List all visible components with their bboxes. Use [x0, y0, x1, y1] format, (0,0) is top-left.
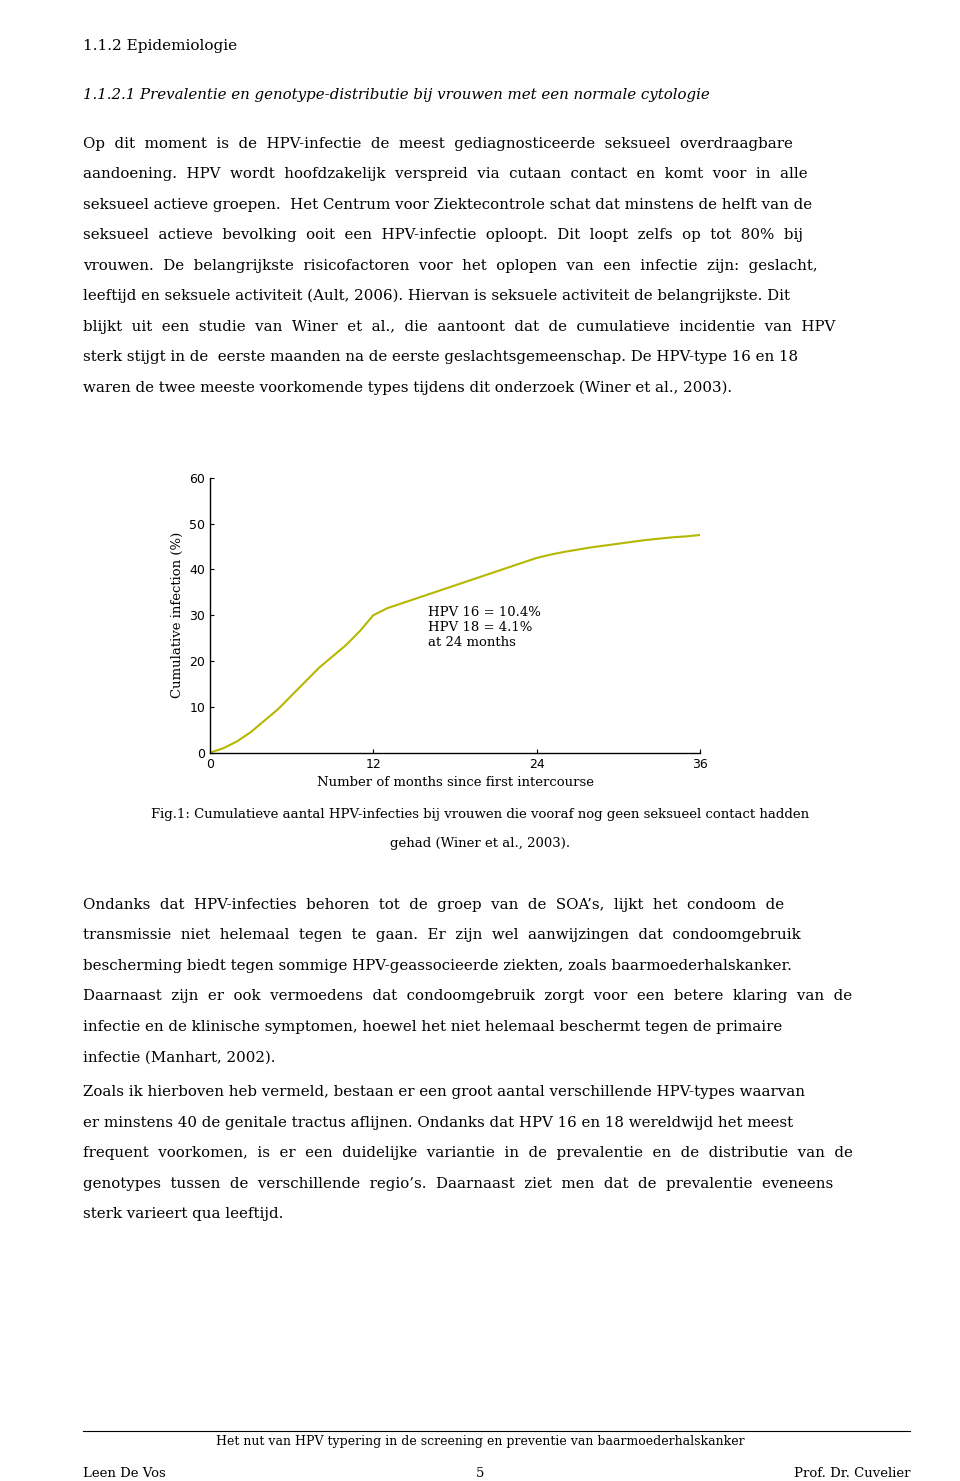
Text: genotypes  tussen  de  verschillende  regio’s.  Daarnaast  ziet  men  dat  de  p: genotypes tussen de verschillende regio’… — [83, 1177, 833, 1191]
Text: gehad (Winer et al., 2003).: gehad (Winer et al., 2003). — [390, 837, 570, 850]
Text: 1.1.2 Epidemiologie: 1.1.2 Epidemiologie — [83, 39, 237, 53]
Text: er minstens 40 de genitale tractus aflijnen. Ondanks dat HPV 16 en 18 wereldwijd: er minstens 40 de genitale tractus aflij… — [83, 1115, 793, 1130]
Text: infectie (Manhart, 2002).: infectie (Manhart, 2002). — [83, 1050, 276, 1065]
Text: Zoals ik hierboven heb vermeld, bestaan er een groot aantal verschillende HPV-ty: Zoals ik hierboven heb vermeld, bestaan … — [83, 1086, 805, 1099]
Text: bescherming biedt tegen sommige HPV-geassocieerde ziekten, zoals baarmoederhalsk: bescherming biedt tegen sommige HPV-geas… — [83, 958, 792, 973]
Text: Ondanks  dat  HPV-infecties  behoren  tot  de  groep  van  de  SOA’s,  lijkt  he: Ondanks dat HPV-infecties behoren tot de… — [83, 897, 784, 912]
Text: aandoening.  HPV  wordt  hoofdzakelijk  verspreid  via  cutaan  contact  en  kom: aandoening. HPV wordt hoofdzakelijk vers… — [83, 167, 807, 181]
Text: sterk varieert qua leeftijd.: sterk varieert qua leeftijd. — [83, 1207, 283, 1222]
Text: waren de twee meeste voorkomende types tijdens dit onderzoek (Winer et al., 2003: waren de twee meeste voorkomende types t… — [83, 381, 732, 395]
Text: transmissie  niet  helemaal  tegen  te  gaan.  Er  zijn  wel  aanwijzingen  dat : transmissie niet helemaal tegen te gaan.… — [83, 929, 801, 942]
Text: leeftijd en seksuele activiteit (Ault, 2006). Hiervan is seksuele activiteit de : leeftijd en seksuele activiteit (Ault, 2… — [83, 289, 790, 304]
Text: Het nut van HPV typering in de screening en preventie van baarmoederhalskanker: Het nut van HPV typering in de screening… — [216, 1435, 744, 1448]
X-axis label: Number of months since first intercourse: Number of months since first intercourse — [317, 776, 593, 789]
Text: sterk stijgt in de  eerste maanden na de eerste geslachtsgemeenschap. De HPV-typ: sterk stijgt in de eerste maanden na de … — [83, 350, 798, 364]
Text: 1.1.2.1 Prevalentie en genotype-distributie bij vrouwen met een normale cytologi: 1.1.2.1 Prevalentie en genotype-distribu… — [83, 87, 709, 102]
Y-axis label: Cumulative infection (%): Cumulative infection (%) — [171, 532, 183, 699]
Text: infectie en de klinische symptomen, hoewel het niet helemaal beschermt tegen de : infectie en de klinische symptomen, hoew… — [83, 1020, 782, 1034]
Text: HPV 16 = 10.4%
HPV 18 = 4.1%
at 24 months: HPV 16 = 10.4% HPV 18 = 4.1% at 24 month… — [428, 606, 540, 649]
Text: Op  dit  moment  is  de  HPV-infectie  de  meest  gediagnosticeerde  seksueel  o: Op dit moment is de HPV-infectie de mees… — [83, 136, 793, 151]
Text: frequent  voorkomen,  is  er  een  duidelijke  variantie  in  de  prevalentie  e: frequent voorkomen, is er een duidelijke… — [83, 1146, 852, 1160]
Text: vrouwen.  De  belangrijkste  risicofactoren  voor  het  oplopen  van  een  infec: vrouwen. De belangrijkste risicofactoren… — [83, 259, 818, 273]
Text: Prof. Dr. Cuvelier: Prof. Dr. Cuvelier — [794, 1468, 910, 1480]
Text: blijkt  uit  een  studie  van  Winer  et  al.,  die  aantoont  dat  de  cumulati: blijkt uit een studie van Winer et al., … — [83, 320, 835, 333]
Text: Daarnaast  zijn  er  ook  vermoedens  dat  condoomgebruik  zorgt  voor  een  bet: Daarnaast zijn er ook vermoedens dat con… — [83, 989, 852, 1003]
Text: 5: 5 — [476, 1468, 484, 1480]
Text: Fig.1: Cumulatieve aantal HPV-infecties bij vrouwen die vooraf nog geen seksueel: Fig.1: Cumulatieve aantal HPV-infecties … — [151, 807, 809, 820]
Text: seksueel actieve groepen.  Het Centrum voor Ziektecontrole schat dat minstens de: seksueel actieve groepen. Het Centrum vo… — [83, 197, 812, 212]
Text: seksueel  actieve  bevolking  ooit  een  HPV-infectie  oploopt.  Dit  loopt  zel: seksueel actieve bevolking ooit een HPV-… — [83, 228, 803, 241]
Text: Leen De Vos: Leen De Vos — [83, 1468, 166, 1480]
